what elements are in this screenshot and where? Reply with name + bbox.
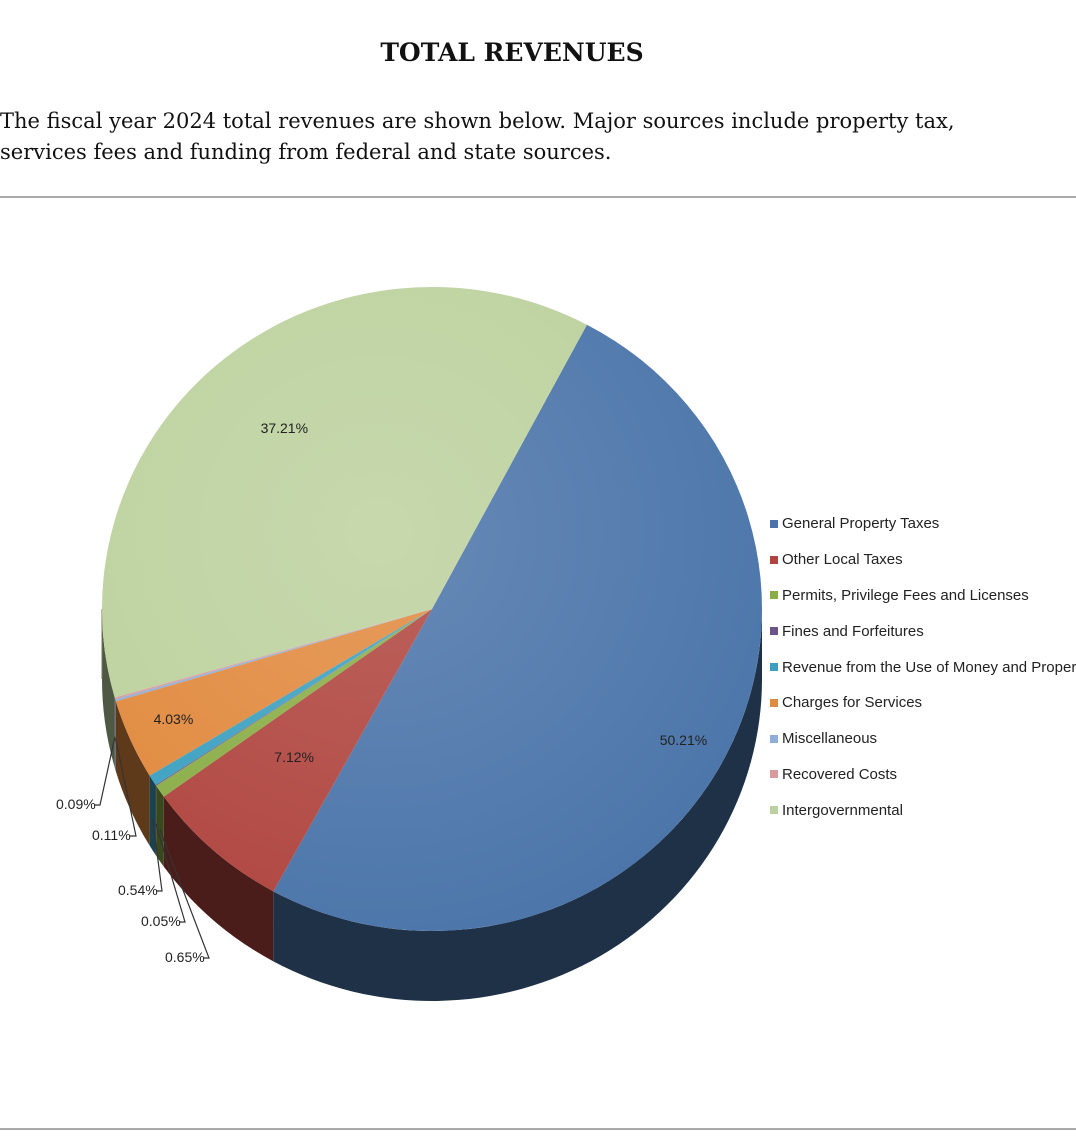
legend-label: Charges for Services — [782, 694, 923, 712]
pie-side-recovered-costs — [114, 697, 116, 770]
legend-label: Revenue from the Use of Money and Proper… — [782, 658, 1076, 676]
intro-line-1: The fiscal year 2024 total revenues are … — [0, 109, 955, 133]
legend-swatch — [770, 698, 778, 707]
legend-label: Other Local Taxes — [782, 551, 903, 569]
pie-side-revenue-from-the-use-of-money-and-property — [149, 775, 156, 855]
leader-line-permits-privilege-fees-and-licenses — [159, 829, 210, 959]
pie-leaders — [94, 736, 210, 959]
data-label-intergovernmental: 37.21% — [260, 419, 309, 436]
pie-side-miscellaneous — [115, 699, 116, 772]
legend-swatch — [770, 734, 778, 743]
page-title: TOTAL REVENUES — [380, 38, 644, 67]
legend-swatch — [770, 519, 778, 528]
legend-label: Intergovernmental — [782, 801, 903, 819]
data-label-miscellaneous: 0.11% — [92, 827, 131, 843]
legend-item-miscellaneous: Miscellaneous — [770, 721, 1076, 757]
data-label-permits-privilege-fees-and-licenses: 0.65% — [165, 949, 205, 965]
leader-line-miscellaneous — [114, 738, 137, 837]
legend-item-charges-for-services: Charges for Services — [770, 685, 1076, 721]
legend-swatch — [770, 555, 778, 564]
legend-item-revenue-from-the-use-of-money-and-property: Revenue from the Use of Money and Proper… — [770, 649, 1076, 685]
pie-side-fines-and-forfeitures — [155, 784, 157, 856]
pie-side-permits-privilege-fees-and-licenses — [156, 785, 164, 867]
data-label-fines-and-forfeitures: 0.05% — [141, 913, 181, 929]
pie-side-general-property-taxes — [273, 609, 762, 1001]
legend-swatch — [770, 627, 778, 636]
legend-item-intergovernmental: Intergovernmental — [770, 792, 1076, 828]
leader-line-fines-and-forfeitures — [155, 823, 186, 923]
legend-label: Fines and Forfeitures — [782, 622, 924, 640]
leader-line-revenue-from-the-use-of-money-and-property — [151, 818, 163, 892]
data-label-other-local-taxes: 7.12% — [274, 749, 314, 766]
legend-swatch — [770, 806, 778, 815]
data-label-general-property-taxes: 50.21% — [659, 731, 708, 748]
pie-sheen — [102, 287, 762, 931]
legend-label: Permits, Privilege Fees and Licenses — [782, 586, 1029, 604]
legend-item-fines-and-forfeitures: Fines and Forfeitures — [770, 613, 1076, 649]
pie-top — [101, 286, 763, 932]
legend-label: Miscellaneous — [782, 730, 878, 748]
legend-swatch — [770, 591, 778, 600]
legend-item-other-local-taxes: Other Local Taxes — [770, 542, 1076, 578]
pie-chart — [94, 286, 763, 1001]
chart-legend: General Property Taxes Other Local Taxes P… — [770, 506, 1076, 828]
pie-side-charges-for-services — [115, 701, 150, 846]
legend-item-recovered-costs: Recovered Costs — [770, 757, 1076, 793]
leader-line-recovered-costs — [94, 736, 116, 806]
intro-line-2: services fees and funding from federal a… — [0, 140, 612, 164]
data-label-revenue-from-the-use-of-money-and-property: 0.54% — [118, 882, 158, 898]
intro-paragraph: The fiscal year 2024 total revenues are … — [0, 106, 1060, 168]
legend-item-general-property-taxes: General Property Taxes — [770, 506, 1076, 542]
pie-depth — [101, 609, 762, 1001]
legend-swatch — [770, 770, 778, 779]
legend-swatch — [770, 663, 778, 672]
legend-label: General Property Taxes — [782, 515, 940, 533]
pie-side-other-local-taxes — [163, 796, 274, 962]
legend-item-permits-privilege-fees-and-licenses: Permits, Privilege Fees and Licenses — [770, 578, 1076, 614]
data-label-charges-for-services: 4.03% — [153, 710, 194, 727]
pie-side-intergovernmental — [102, 609, 115, 768]
data-label-recovered-costs: 0.09% — [56, 796, 96, 812]
legend-label: Recovered Costs — [782, 765, 898, 783]
